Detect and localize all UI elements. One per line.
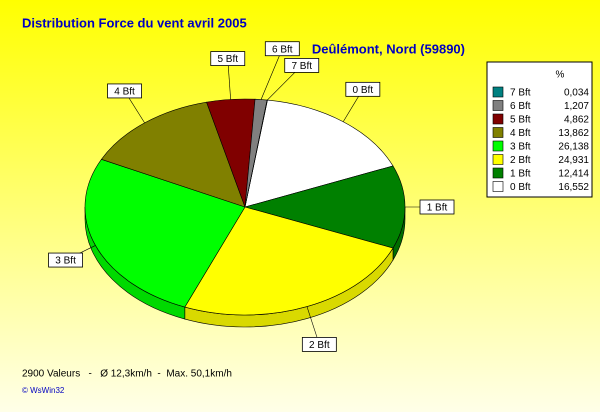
- legend-value: 1,207: [564, 101, 589, 112]
- pie-slice: [244, 99, 394, 208]
- legend-label: 0 Bft: [510, 182, 531, 193]
- legend-header: %: [556, 70, 565, 81]
- label-box: [419, 199, 455, 215]
- legend-swatch: [492, 113, 504, 125]
- chart-subtitle: Deûlémont, Nord (59890): [312, 41, 465, 56]
- legend-label: 2 Bft: [510, 155, 531, 166]
- legend-swatch: [492, 154, 504, 165]
- pie-slice: [84, 158, 246, 308]
- label-box: [48, 252, 83, 268]
- legend-value: 12,414: [558, 169, 589, 180]
- slice-label: 7 Bft: [291, 61, 312, 72]
- pie-slice: [243, 165, 406, 249]
- slice-label: 2 Bft: [309, 340, 330, 351]
- credit: © WsWin32: [22, 386, 65, 395]
- slice-label: 3 Bft: [55, 256, 76, 267]
- chart-title: Distribution Force du vent avril 2005: [22, 15, 247, 30]
- label-box: [284, 58, 320, 73]
- footer: 2900 Valeurs - Ø 12,3km/h - Max. 50,1km/…: [22, 369, 232, 380]
- label-box: [264, 41, 300, 57]
- slice-label: 5 Bft: [217, 54, 238, 65]
- slice-label: 0 Bft: [353, 85, 374, 96]
- slice-label: 6 Bft: [272, 44, 293, 55]
- legend-value: 24,931: [558, 155, 589, 166]
- legend-value: 13,862: [558, 128, 589, 139]
- slice-label: 4 Bft: [114, 87, 135, 98]
- legend-value: 26,138: [558, 142, 589, 153]
- legend-label: 6 Bft: [510, 101, 531, 112]
- legend-swatch: [492, 127, 504, 138]
- label-box: [107, 83, 142, 99]
- legend-value: 0,034: [564, 88, 589, 99]
- legend-label: 5 Bft: [510, 115, 531, 126]
- legend-swatch: [492, 86, 504, 98]
- legend-swatch: [492, 100, 504, 111]
- leader-line: [260, 48, 283, 100]
- label-box: [345, 81, 381, 97]
- legend-box: [486, 61, 593, 198]
- legend-label: 4 Bft: [510, 128, 531, 139]
- legend-value: 4,862: [564, 115, 589, 126]
- slice-label: 1 Bft: [427, 203, 448, 214]
- legend-swatch: [492, 181, 504, 192]
- legend-swatch: [492, 140, 504, 152]
- legend-label: 1 Bft: [510, 169, 531, 180]
- legend-value: 16,552: [558, 182, 589, 193]
- label-box: [301, 337, 337, 352]
- label-box: [210, 51, 246, 66]
- legend-swatch: [492, 167, 504, 179]
- legend-label: 3 Bft: [510, 142, 531, 153]
- legend-label: 7 Bft: [510, 88, 531, 99]
